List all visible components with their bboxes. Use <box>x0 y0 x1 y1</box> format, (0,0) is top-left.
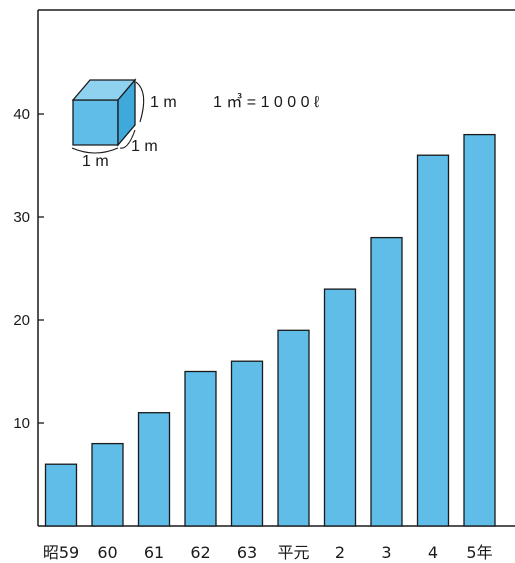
bar <box>277 329 310 527</box>
x-tick-label: 62 <box>190 543 210 562</box>
y-tick-label: 10 <box>13 415 30 432</box>
y-tick-label: 30 <box>13 209 30 226</box>
cube-icon <box>71 78 145 154</box>
bar <box>370 236 403 527</box>
x-tick-label: 2 <box>335 543 345 562</box>
x-tick-label: 3 <box>381 543 391 562</box>
volume-formula: 1 ㎥ = 1 0 0 0 ℓ <box>213 93 319 111</box>
x-tick-label: 平元 <box>277 543 309 562</box>
x-tick-label: 4 <box>428 543 438 562</box>
x-tick-label: 61 <box>144 543 164 562</box>
bar <box>416 154 450 527</box>
bar <box>44 463 78 527</box>
y-tick-label: 40 <box>13 106 30 123</box>
x-tick-label: 63 <box>237 543 257 562</box>
cube-annotation: 1 m 1 m 1 m 1 ㎥ = 1 0 0 0 ℓ <box>71 78 319 170</box>
bars <box>44 133 496 527</box>
cube-height-label: 1 m <box>150 94 177 111</box>
x-tick-label: 5年 <box>466 543 492 562</box>
y-axis-ticks: 10 20 30 40 <box>13 106 44 432</box>
x-tick-label: 昭59 <box>43 543 79 562</box>
x-axis-labels: 昭59 60 61 62 63 平元 2 3 4 5年 <box>43 543 493 562</box>
cube-width-label: 1 m <box>82 153 109 170</box>
bar <box>137 412 171 527</box>
bar <box>184 370 217 527</box>
y-tick-label: 20 <box>13 312 30 329</box>
bar <box>463 133 496 527</box>
cube-depth-label: 1 m <box>131 138 158 155</box>
bar <box>230 360 264 527</box>
x-tick-label: 60 <box>97 543 117 562</box>
bar <box>91 442 124 527</box>
bar <box>323 288 357 527</box>
